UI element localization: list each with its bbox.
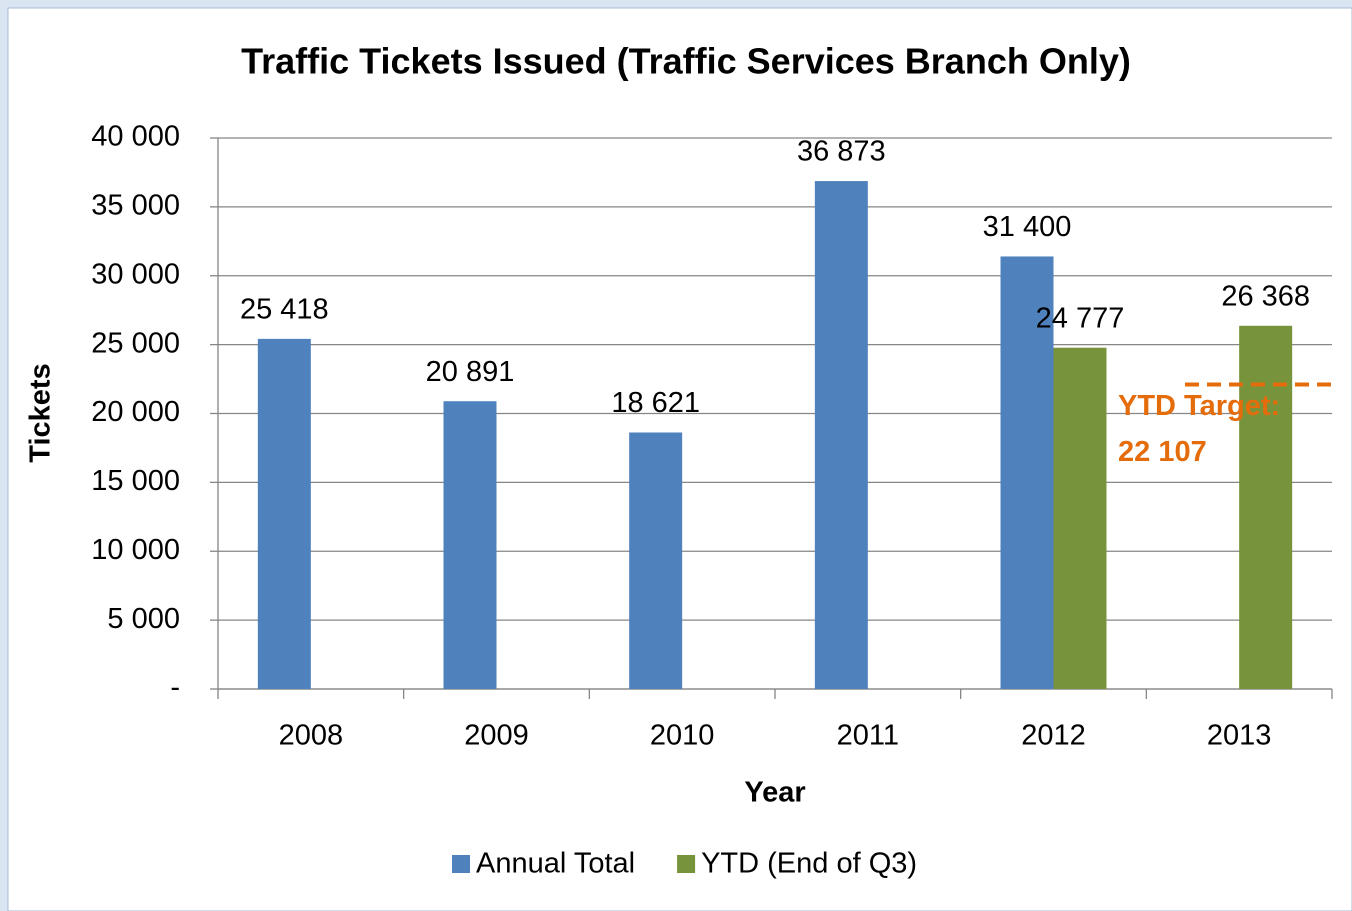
x-tick-label: 2010 (650, 720, 715, 752)
x-tick-label: 2011 (837, 720, 899, 752)
y-axis-label: Tickets (25, 363, 57, 462)
legend-swatch (677, 855, 696, 873)
y-tick-label: 25 000 (91, 327, 180, 359)
y-tick-label: 5 000 (107, 603, 180, 635)
y-tick-label: - (170, 672, 180, 704)
data-label: 25 418 (240, 294, 329, 326)
legend-label: YTD (End of Q3) (701, 848, 917, 880)
y-tick-label: 10 000 (91, 534, 180, 566)
legend-label: Annual Total (476, 848, 635, 880)
annotation-value: 22 107 (1118, 436, 1207, 468)
y-tick-label: 15 000 (91, 465, 180, 497)
y-tick-label: 20 000 (91, 396, 180, 428)
bar (1239, 325, 1293, 689)
data-label: 20 891 (426, 356, 515, 388)
bar (443, 401, 497, 689)
bar (629, 432, 683, 689)
x-axis-label: Year (744, 777, 805, 809)
data-label: 24 777 (1036, 302, 1125, 334)
x-tick-label: 2009 (464, 720, 529, 752)
data-label: 18 621 (611, 387, 700, 419)
y-tick-label: 35 000 (91, 190, 180, 222)
y-tick-label: 40 000 (91, 121, 180, 153)
x-tick-label: 2008 (279, 720, 344, 752)
bar (1000, 256, 1054, 689)
data-label: 36 873 (797, 136, 886, 168)
data-label: 31 400 (983, 211, 1072, 243)
y-tick-label: 30 000 (91, 258, 180, 290)
bar (257, 338, 311, 689)
data-label: 26 368 (1221, 280, 1310, 312)
bar (1053, 347, 1107, 689)
legend-swatch (452, 855, 470, 873)
chart-title: Traffic Tickets Issued (Traffic Services… (241, 41, 1131, 82)
x-tick-label: 2012 (1021, 720, 1086, 752)
x-tick-label: 2013 (1207, 720, 1272, 752)
bar (814, 181, 868, 689)
annotation-label: YTD Target: (1118, 390, 1280, 422)
